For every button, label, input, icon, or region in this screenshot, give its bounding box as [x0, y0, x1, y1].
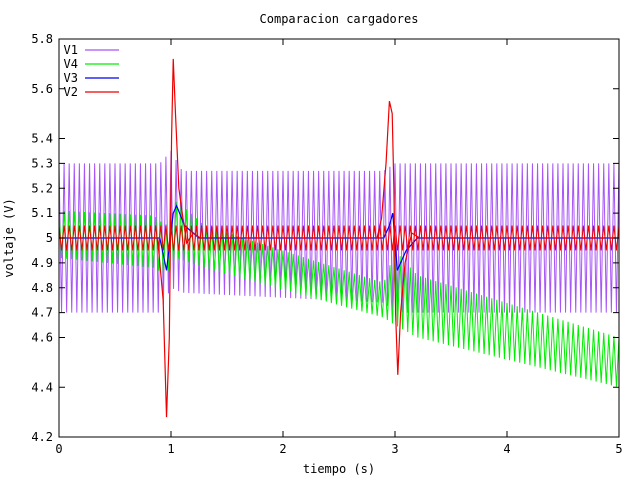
tick-layer: 4.2 4.4 4.6 4.7 4.8 4.9 5 5.1 5.2 5.3 5.4 5.6 5.8 0 1 2… — [31, 32, 622, 456]
x-axis-label: tiempo (s) — [303, 462, 375, 476]
x-tick-label: 5 — [615, 442, 622, 456]
x-tick-label: 4 — [503, 442, 510, 456]
y-tick-label: 5.4 — [31, 132, 53, 146]
series-line-v2 — [59, 225, 619, 251]
x-tick-label: 3 — [391, 442, 398, 456]
y-axis-label: voltaje (V) — [2, 198, 16, 277]
chart-title: Comparacion cargadores — [260, 12, 419, 26]
series-layer — [59, 58, 619, 418]
x-tick-label: 0 — [55, 442, 62, 456]
series-spike-v2 — [376, 101, 420, 375]
y-tick-label: 5.3 — [31, 156, 53, 170]
series-line-v3 — [59, 204, 619, 271]
legend-label-v3: V3 — [64, 71, 78, 85]
plot-clip-group — [59, 58, 619, 418]
y-tick-label: 5.1 — [31, 206, 53, 220]
x-tick-label: 2 — [279, 442, 286, 456]
y-tick-label: 4.8 — [31, 281, 53, 295]
legend-label-v4: V4 — [64, 57, 78, 71]
series-spike-v2 — [156, 58, 201, 418]
y-tick-label: 5.6 — [31, 82, 53, 96]
y-tick-label: 5.8 — [31, 32, 53, 46]
y-tick-label: 4.6 — [31, 331, 53, 345]
y-tick-label: 4.2 — [31, 430, 53, 444]
legend-label-v1: V1 — [64, 43, 78, 57]
x-tick-label: 1 — [167, 442, 174, 456]
y-tick-label: 5 — [46, 231, 53, 245]
series-line-v1 — [59, 150, 619, 313]
y-tick-label: 4.9 — [31, 256, 53, 270]
y-tick-label: 4.7 — [31, 306, 53, 320]
y-tick-label: 4.4 — [31, 380, 53, 394]
series-line-v4 — [59, 201, 619, 387]
legend-label-v2: V2 — [64, 85, 78, 99]
y-tick-label: 5.2 — [31, 181, 53, 195]
